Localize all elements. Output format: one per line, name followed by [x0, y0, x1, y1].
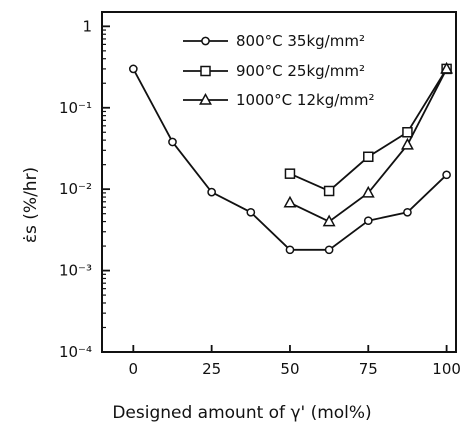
- axes: 0 25 50 75 100 1 10⁻¹ 10⁻² 10⁻³ 10⁻⁴: [59, 11, 461, 378]
- plot-frame: [101, 11, 457, 353]
- y-tick-label: 10⁻⁴: [59, 343, 92, 361]
- data-point: [285, 245, 295, 255]
- y-tick-label: 10⁻²: [59, 180, 92, 198]
- legend-entry: 900°C 25kg/mm²: [183, 62, 365, 80]
- legend-label: 1000°C 12kg/mm²: [236, 91, 375, 109]
- series-2: [284, 63, 452, 197]
- data-point: [361, 185, 375, 198]
- legend-entry: 800°C 35kg/mm²: [183, 32, 365, 50]
- series-layer: [128, 61, 454, 255]
- data-point: [403, 207, 412, 217]
- series-3: [283, 61, 454, 227]
- series-1: [128, 64, 451, 255]
- x-tick-label: 75: [359, 360, 378, 378]
- data-point: [207, 187, 216, 197]
- x-tick-label: 50: [280, 360, 299, 378]
- data-point: [324, 245, 334, 255]
- data-point: [322, 214, 336, 227]
- y-tick-label: 10⁻¹: [59, 99, 92, 117]
- y-axis-label: ε̇s (%/hr): [21, 167, 41, 243]
- x-tick-label: 25: [202, 360, 221, 378]
- data-point: [442, 170, 451, 180]
- legend-marker: [200, 65, 211, 77]
- legend-label: 800°C 35kg/mm²: [236, 32, 365, 50]
- legend-marker: [201, 36, 210, 46]
- data-point: [400, 137, 414, 150]
- data-point: [246, 207, 256, 217]
- legend-marker: [199, 92, 212, 105]
- x-axis-label: Designed amount of γ' (mol%): [112, 403, 371, 423]
- data-point: [168, 137, 177, 147]
- y-tick-label: 1: [82, 17, 92, 35]
- legend: 800°C 35kg/mm² 900°C 25kg/mm² 1000°C 12kg/…: [183, 32, 375, 109]
- data-point: [323, 185, 335, 197]
- data-point: [402, 127, 413, 138]
- data-point: [363, 151, 374, 163]
- legend-label: 900°C 25kg/mm²: [236, 62, 365, 80]
- x-tick-label: 0: [129, 360, 139, 378]
- legend-entry: 1000°C 12kg/mm²: [183, 91, 375, 109]
- data-point: [440, 61, 454, 74]
- data-point: [283, 195, 297, 208]
- y-tick-label: 10⁻³: [59, 262, 92, 280]
- data-point: [128, 64, 138, 74]
- data-point: [363, 216, 373, 226]
- x-tick-label: 100: [432, 360, 461, 378]
- series-line: [289, 68, 448, 193]
- data-point: [284, 168, 296, 179]
